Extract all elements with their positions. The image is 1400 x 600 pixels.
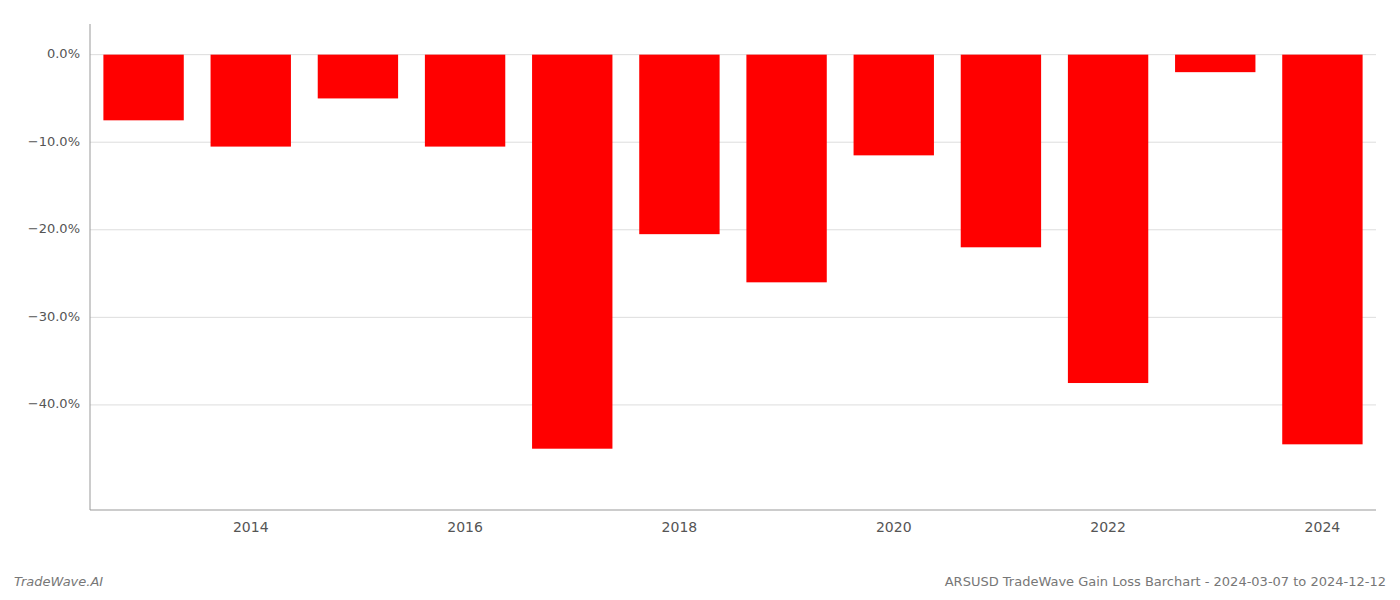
bar <box>854 55 934 156</box>
grid-line <box>90 229 1376 230</box>
bar <box>1068 55 1148 383</box>
bar <box>103 55 183 121</box>
footer-annotation: TradeWave.AI <box>14 574 103 589</box>
x-tick-label: 2016 <box>447 519 483 535</box>
y-tick-label: −10.0% <box>28 134 80 149</box>
bar <box>1282 55 1362 445</box>
x-tick-label: 2022 <box>1090 519 1126 535</box>
x-tick-label: 2020 <box>876 519 912 535</box>
chart: 0.0% −10.0% −20.0% −30.0% −40.0% 2014 2016 2018… <box>0 0 1400 600</box>
x-tick-label: 2024 <box>1305 519 1341 535</box>
y-tick-label: −30.0% <box>28 309 80 324</box>
y-axis-line <box>90 24 91 510</box>
y-tick-label: −20.0% <box>28 221 80 236</box>
bar <box>532 55 612 449</box>
bar <box>961 55 1041 248</box>
bar <box>425 55 505 147</box>
title: ARSUSD TradeWave Gain Loss Barchart - 20… <box>945 574 1386 589</box>
bar <box>211 55 291 147</box>
y-tick-label: 0.0% <box>47 46 80 61</box>
bar <box>746 55 826 283</box>
y-tick-label: −40.0% <box>28 396 80 411</box>
bars <box>103 55 1362 449</box>
bar <box>1175 55 1255 73</box>
x-axis-line <box>90 510 1376 511</box>
grid-line <box>90 404 1376 405</box>
bar <box>318 55 398 99</box>
grid <box>90 55 1376 405</box>
x-tick-label: 2014 <box>233 519 269 535</box>
x-tick-label: 2018 <box>662 519 698 535</box>
grid-line <box>90 317 1376 318</box>
bar <box>639 55 719 235</box>
